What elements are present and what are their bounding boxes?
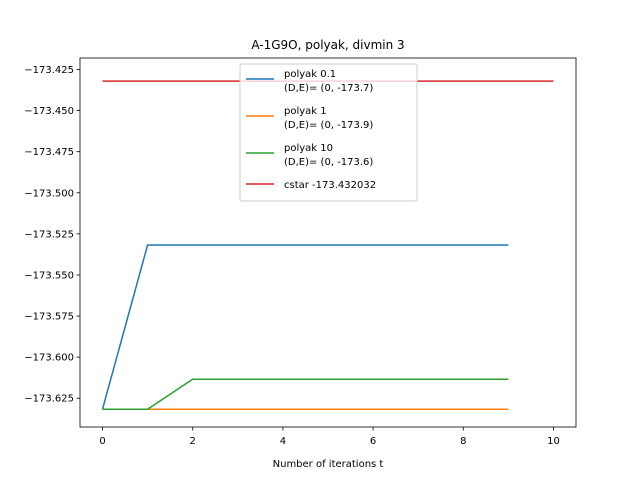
legend-label: polyak 10 [284,143,333,154]
legend-box [239,63,418,202]
plot-area: 0 2 4 6 8 10 −173.425 −173.450 −173.475 −173.500 −… [24,57,577,447]
y-tick-label: −173.525 [24,229,74,240]
legend-label: (D,E)= (0, -173.7) [284,83,373,94]
x-tick-label: 0 [99,436,105,447]
legend-label: (D,E)= (0, -173.6) [284,157,373,168]
series-line-2 [102,378,509,410]
legend-label: (D,E)= (0, -173.9) [284,120,373,131]
x-axis-label: Number of iterations t [273,459,384,470]
y-tick-label: −173.450 [24,106,74,117]
x-tick-label: 4 [280,436,286,447]
y-tick-label: −173.475 [24,147,74,158]
legend-label: polyak 1 [284,106,327,117]
chart-title: A-1G9O, polyak, divmin 3 [251,38,404,52]
x-tick-label: 8 [460,436,466,447]
y-tick-label: −173.425 [24,65,74,76]
y-tick-label: −173.575 [24,312,74,323]
x-tick-label: 2 [190,436,196,447]
y-tick-label: −173.625 [24,394,74,405]
y-tick-label: −173.500 [24,188,74,199]
legend-label: cstar -173.432032 [284,180,376,191]
axes-frame [79,57,577,428]
y-tick-label: −173.550 [24,270,74,281]
legend-label: polyak 0.1 [284,69,336,80]
y-tick-label: −173.600 [24,353,74,364]
x-tick-label: 10 [547,436,560,447]
x-tick-label: 6 [370,436,376,447]
series-line-0 [101,244,509,410]
